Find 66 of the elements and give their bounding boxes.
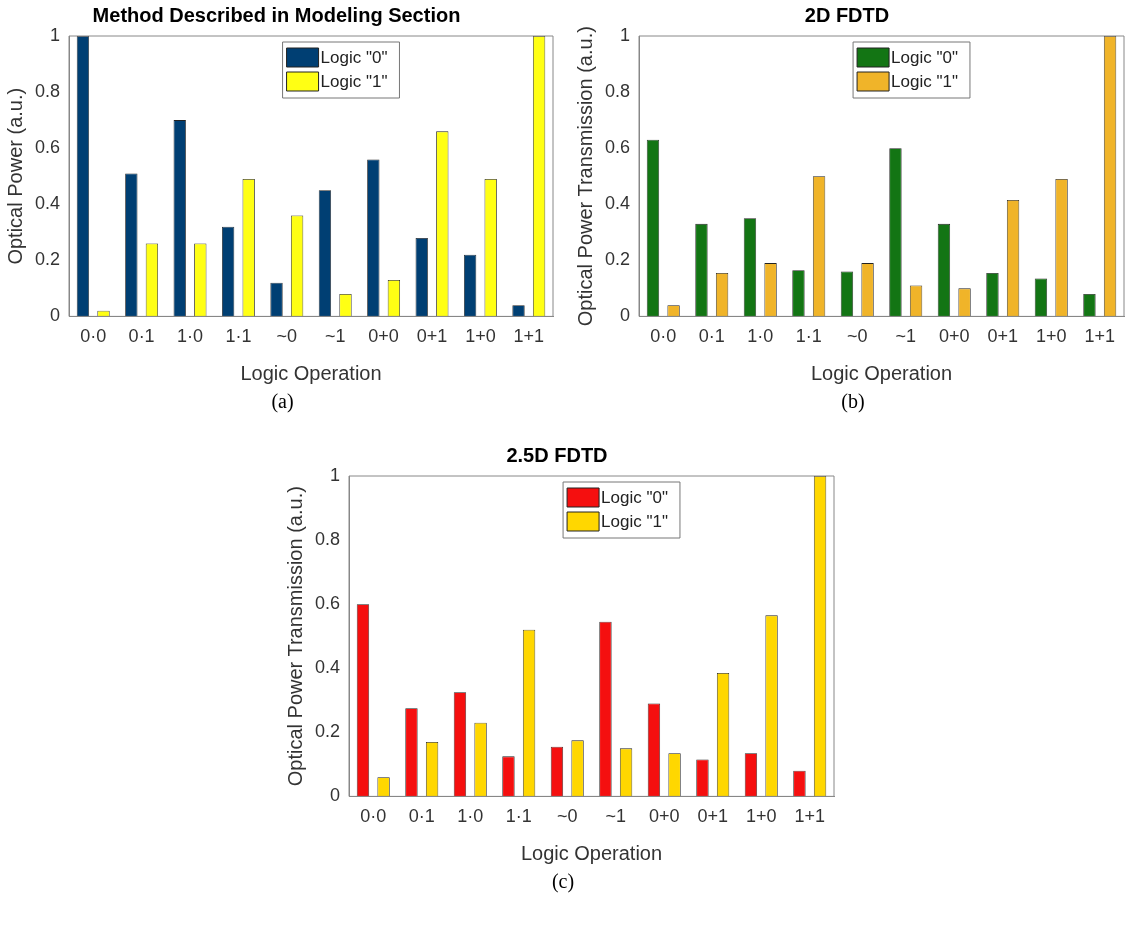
y-tick-label: 0 xyxy=(620,305,631,326)
legend-label: Logic "1" xyxy=(601,511,668,531)
y-tick-label: 0.4 xyxy=(314,657,341,678)
y-tick-label: 0 xyxy=(50,305,61,326)
text: (c) xyxy=(550,870,576,893)
x-tick-label: 1+1 xyxy=(1084,326,1116,347)
y-tick-label: 0.2 xyxy=(604,249,631,270)
x-tick-label: 0+1 xyxy=(987,326,1019,347)
x-tick-label: 1+0 xyxy=(465,326,496,347)
y-tick-label: 1 xyxy=(330,464,341,485)
x-tick-label: 0+0 xyxy=(938,326,970,347)
y-tick-label: 1 xyxy=(50,24,61,45)
chart-title: Method Described in Modeling Section xyxy=(92,3,461,26)
x-tick-label: 0·1 xyxy=(408,806,435,827)
y-tick-label: 0.8 xyxy=(604,81,631,102)
x-tick-label: 1+0 xyxy=(1035,326,1067,347)
x-tick-label: 0·0 xyxy=(650,326,677,347)
legend-label: Logic "1" xyxy=(320,71,388,91)
y-tick-label: 0.4 xyxy=(34,193,61,214)
y-tick-label: 0 xyxy=(330,785,341,806)
y-tick-label: 0.8 xyxy=(314,529,341,550)
text: (b) xyxy=(840,390,866,413)
x-tick-label: ~1 xyxy=(324,326,346,347)
x-tick-label: 0·0 xyxy=(360,806,387,827)
y-tick-label: 0.6 xyxy=(314,593,341,614)
y-tick-label: 0.4 xyxy=(604,193,631,214)
x-tick-label: 0+1 xyxy=(416,326,448,347)
y-tick-label: 0.6 xyxy=(34,137,61,158)
x-tick-label: ~0 xyxy=(847,326,868,347)
chart-title: 2D FDTD xyxy=(804,3,890,26)
y-tick-label: 0.2 xyxy=(34,249,61,270)
x-tick-label: 0·1 xyxy=(128,326,155,347)
x-tick-label: 1·1 xyxy=(225,326,252,347)
y-axis-title: Optical Power (a.u.) xyxy=(3,87,26,265)
legend-label: Logic "1" xyxy=(891,71,958,91)
x-tick-label: 0·0 xyxy=(80,326,107,347)
legend-label: Logic "0" xyxy=(601,487,668,507)
y-tick-label: 1 xyxy=(620,24,631,45)
x-axis-title: Logic Operation xyxy=(810,361,953,384)
y-tick-label: 0.2 xyxy=(314,721,341,742)
x-tick-label: 1·0 xyxy=(457,806,484,827)
x-tick-label: 0·1 xyxy=(698,326,725,347)
text: (a) xyxy=(270,390,295,413)
x-tick-label: 1+0 xyxy=(745,806,777,827)
x-tick-label: 1+1 xyxy=(513,326,545,347)
x-tick-label: 1·1 xyxy=(505,806,532,827)
x-tick-label: ~1 xyxy=(605,806,627,827)
chart-title: 2.5D FDTD xyxy=(506,443,608,466)
legend-label: Logic "0" xyxy=(891,47,958,67)
x-axis-title: Logic Operation xyxy=(520,841,663,864)
y-tick-label: 0.8 xyxy=(34,81,61,102)
x-tick-label: 0+0 xyxy=(648,806,680,827)
x-tick-label: 1·0 xyxy=(177,326,204,347)
x-tick-label: ~1 xyxy=(895,326,917,347)
y-tick-label: 0.6 xyxy=(604,137,631,158)
x-tick-label: 0+0 xyxy=(368,326,399,347)
x-tick-label: ~0 xyxy=(276,326,298,347)
y-axis-title: Optical Power Transmission (a.u.) xyxy=(573,26,596,327)
legend-label: Logic "0" xyxy=(320,47,388,67)
x-axis-title: Logic Operation xyxy=(240,361,382,384)
x-tick-label: 0+1 xyxy=(697,806,729,827)
y-axis-title: Optical Power Transmission (a.u.) xyxy=(283,486,306,787)
x-tick-label: 1+1 xyxy=(794,806,826,827)
x-tick-label: 1·0 xyxy=(747,326,774,347)
x-tick-label: 1·1 xyxy=(795,326,822,347)
x-tick-label: ~0 xyxy=(557,806,578,827)
